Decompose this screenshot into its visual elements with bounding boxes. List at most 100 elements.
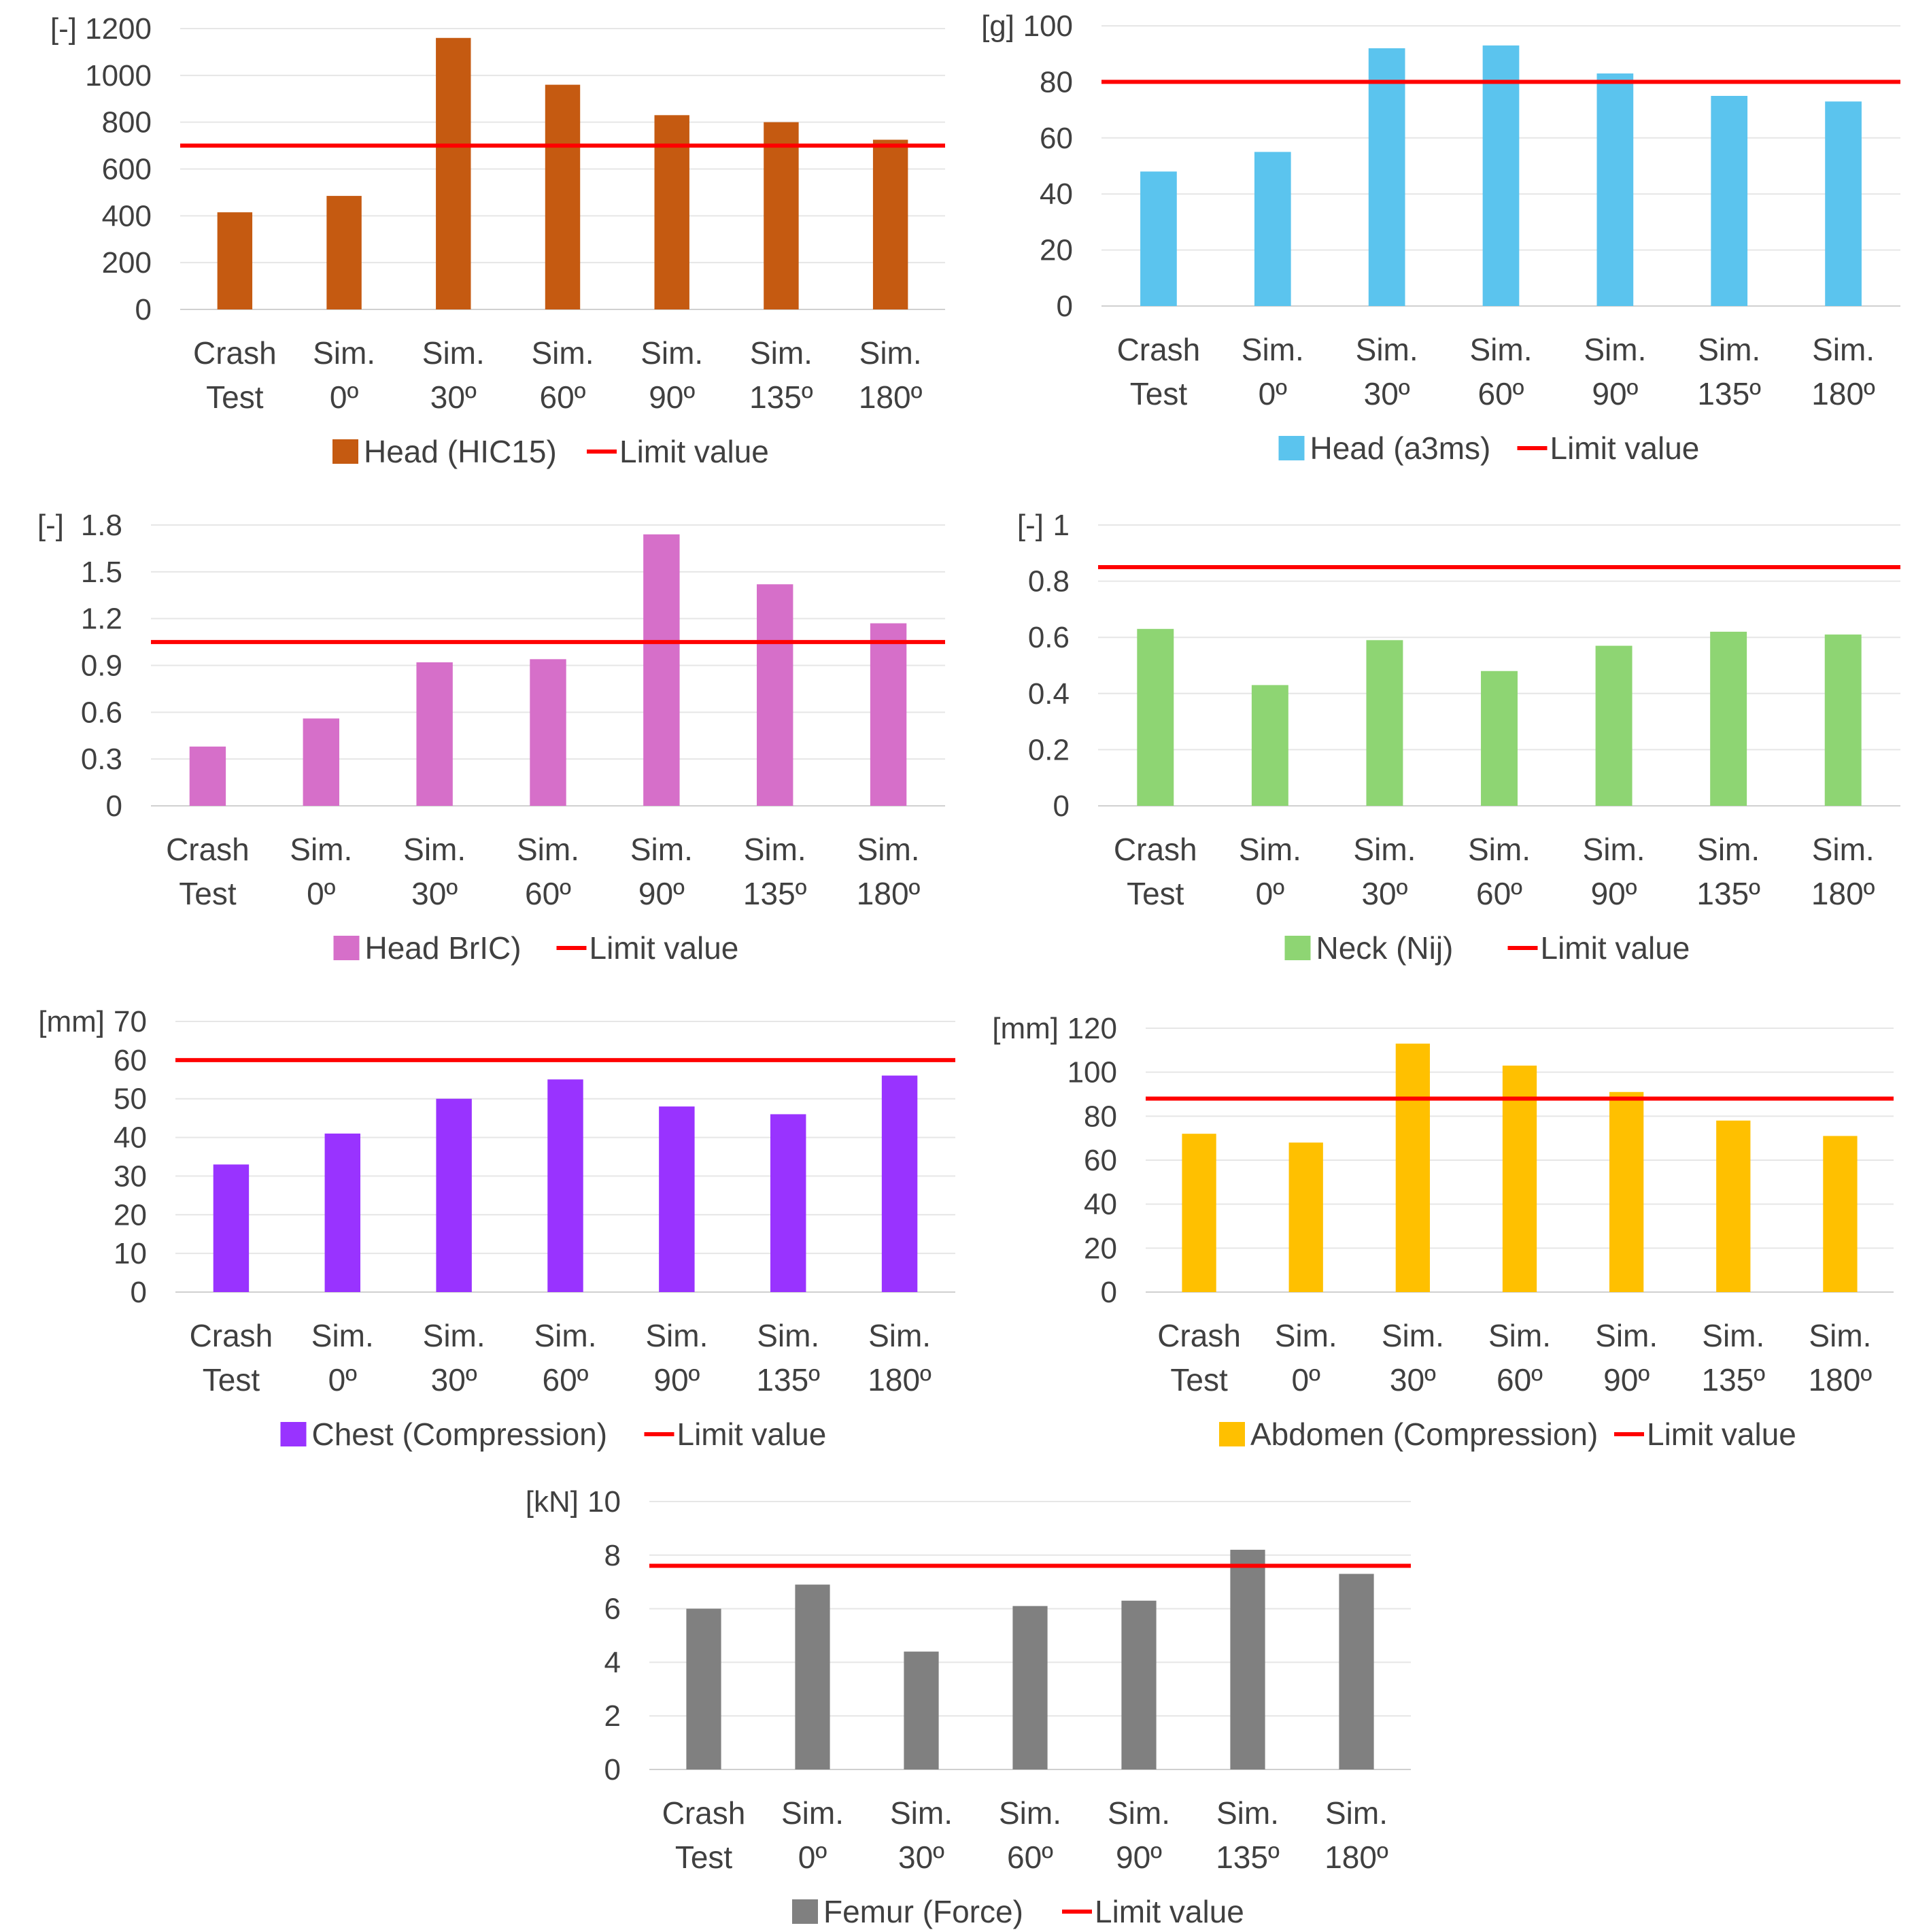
legend-swatch — [792, 1899, 818, 1924]
y-tick-label: 0 — [135, 293, 152, 326]
category-label: Sim. — [859, 335, 922, 371]
category-label: Sim. — [1325, 1795, 1388, 1831]
category-label: 30º — [1390, 1362, 1436, 1397]
category-label: Sim. — [1239, 832, 1301, 867]
unit-label: [-] — [50, 12, 77, 46]
bar — [1012, 1606, 1048, 1769]
y-tick-label: 600 — [102, 153, 152, 186]
bar — [416, 662, 453, 806]
bar — [881, 1075, 918, 1292]
legend-label: Neck (Nij) — [1316, 930, 1454, 966]
y-tick-label: 80 — [1040, 65, 1073, 99]
y-tick-label: 120 — [1067, 1012, 1117, 1045]
unit-label: [-] — [1017, 509, 1044, 542]
y-tick-label: 0 — [1053, 790, 1070, 823]
bar — [324, 1133, 361, 1292]
bar — [1230, 1549, 1265, 1769]
y-tick-label: 8 — [604, 1539, 621, 1572]
bar — [1339, 1574, 1374, 1769]
y-tick-label: 800 — [102, 106, 152, 139]
bars — [686, 1549, 1374, 1769]
y-tick-label: 100 — [1023, 10, 1073, 43]
category-label: Sim. — [630, 832, 693, 867]
category-label: 135º — [756, 1362, 820, 1397]
y-tick-label: 100 — [1067, 1056, 1117, 1089]
category-label: 0º — [798, 1840, 827, 1875]
bar — [764, 122, 799, 309]
y-tick-label: 20 — [114, 1198, 147, 1232]
y-axis-ticks: 0 20 40 60 80 100 120 — [1067, 1012, 1117, 1309]
legend-label: Head BrIC) — [365, 930, 522, 966]
unit-label: [kN] — [526, 1485, 579, 1519]
category-label: Crash — [662, 1795, 746, 1831]
y-tick-label: 0.6 — [1028, 621, 1070, 654]
category-label: 90º — [638, 876, 685, 911]
bar — [436, 1098, 472, 1292]
category-label: 90º — [1591, 876, 1637, 911]
bar — [1824, 634, 1862, 806]
category-label: Sim. — [857, 832, 920, 867]
category-label: 90º — [649, 379, 695, 415]
category-label: 135º — [1216, 1840, 1280, 1875]
y-tick-label: 0 — [131, 1276, 147, 1309]
category-label: Sim. — [1812, 332, 1875, 367]
bar — [545, 84, 581, 309]
y-tick-label: 1.2 — [81, 603, 122, 636]
legend-swatch — [1219, 1422, 1245, 1446]
legend-swatch — [280, 1422, 307, 1446]
category-label: 0º — [328, 1362, 358, 1397]
x-axis-categories: Crash Test Sim. 0º Sim. 30º Sim. 60º Sim. 90º Sim.… — [166, 832, 920, 911]
y-axis-ticks: 0 2 4 6 8 10 — [587, 1485, 621, 1786]
legend-label: Limit value — [1550, 430, 1700, 466]
legend-label: Head (HIC15) — [364, 434, 557, 469]
legend-label: Femur (Force) — [823, 1894, 1023, 1929]
category-label: 135º — [1696, 876, 1760, 911]
category-label: Sim. — [1356, 332, 1418, 367]
bars — [217, 37, 908, 310]
unit-label: [-] — [37, 509, 64, 542]
y-tick-label: 0 — [106, 790, 122, 823]
y-axis-ticks: 0 20 40 60 80 100 — [1023, 10, 1073, 323]
category-label: Sim. — [423, 1318, 485, 1353]
bar — [872, 139, 908, 309]
category-label: Test — [203, 1362, 260, 1397]
chart-abdomen-compression: 0 20 40 60 80 100 120[mm] Crash Test Sim. 0º Sim. 30… — [992, 1012, 1894, 1452]
bar — [1137, 628, 1174, 806]
legend: Chest (Compression) Limit value — [280, 1417, 827, 1452]
chart-head-hic15: 0 200 400 600 800 1000 1200 [-] Crash Test Sim. 0º S… — [50, 12, 945, 469]
category-label: 0º — [1292, 1362, 1321, 1397]
category-label: 180º — [1809, 1362, 1873, 1397]
bar — [303, 718, 339, 806]
legend-label: Limit value — [677, 1417, 827, 1452]
category-label: 60º — [1478, 376, 1524, 411]
bar — [757, 584, 793, 806]
bar — [1121, 1600, 1157, 1769]
bar — [659, 1106, 695, 1292]
legend: Femur (Force) Limit value — [792, 1894, 1244, 1929]
category-label: Sim. — [311, 1318, 374, 1353]
bar — [189, 746, 226, 806]
y-tick-label: 1 — [1053, 509, 1070, 542]
x-axis-categories: Crash Test Sim. 0º Sim. 30º Sim. 60º Sim. 90º Sim.… — [190, 1318, 932, 1397]
bar — [436, 37, 471, 310]
y-tick-label: 80 — [1084, 1100, 1117, 1133]
category-label: Test — [1170, 1362, 1228, 1397]
category-label: Sim. — [1595, 1318, 1658, 1353]
category-label: Sim. — [517, 832, 579, 867]
category-label: Sim. — [1698, 332, 1760, 367]
legend: Neck (Nij) Limit value — [1284, 930, 1690, 966]
y-axis-ticks: 0 0.2 0.4 0.6 0.8 1 — [1028, 509, 1070, 823]
bar — [1502, 1065, 1537, 1292]
category-label: Sim. — [422, 335, 485, 371]
category-label: Sim. — [750, 335, 813, 371]
bar — [686, 1608, 721, 1769]
category-label: Sim. — [1468, 832, 1531, 867]
unit-label: [mm] — [992, 1012, 1059, 1045]
category-label: 180º — [1811, 376, 1875, 411]
bars — [213, 1075, 918, 1292]
bar — [530, 659, 566, 806]
category-label: 30º — [1361, 876, 1407, 911]
y-tick-label: 60 — [1040, 122, 1073, 155]
category-label: Sim. — [313, 335, 375, 371]
bars — [1140, 45, 1862, 307]
